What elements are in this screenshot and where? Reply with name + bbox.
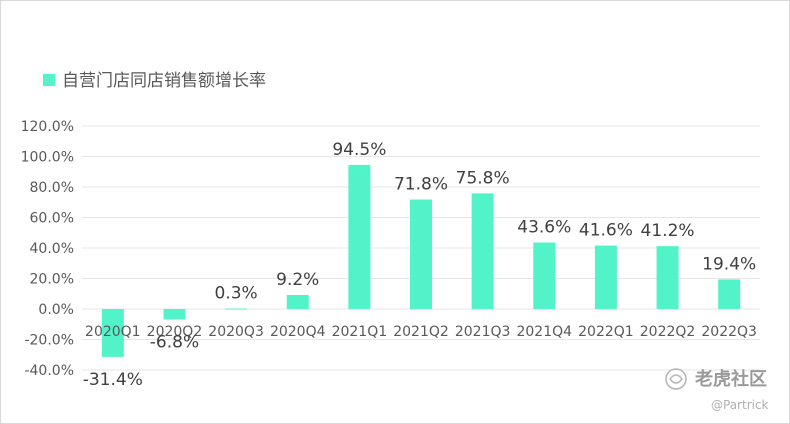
data-label: -6.8% — [150, 332, 199, 352]
x-tick-label: 2021Q1 — [332, 324, 388, 340]
y-tick-label: 0.0% — [38, 302, 74, 318]
tiger-logo-icon — [665, 368, 687, 390]
y-tick-label: -40.0% — [24, 363, 74, 379]
data-label: 0.3% — [214, 284, 257, 304]
data-label: -31.4% — [83, 370, 143, 390]
x-tick-label: 2022Q3 — [701, 324, 757, 340]
watermark-author: @Partrick — [711, 398, 769, 412]
bar — [471, 193, 494, 309]
bar — [286, 294, 309, 309]
bar — [594, 245, 617, 309]
bar — [656, 246, 679, 309]
y-tick-label: 80.0% — [30, 180, 74, 196]
x-tick-label: 2020Q3 — [208, 324, 264, 340]
bar — [163, 309, 186, 320]
bar — [718, 279, 741, 309]
data-labels: -31.4% -6.8% 0.3% 9.2% 94.5% 71.8% 75.8% 43.6% 4… — [83, 140, 756, 390]
x-axis-labels: 2020Q1 2020Q2 2020Q3 2020Q4 2021Q1 2021Q2 2021… — [85, 324, 757, 340]
x-tick-label: 2020Q4 — [270, 324, 326, 340]
data-label: 71.8% — [394, 175, 448, 195]
x-tick-label: 2022Q2 — [640, 324, 696, 340]
x-tick-label: 2020Q1 — [85, 324, 141, 340]
data-label: 9.2% — [276, 270, 319, 290]
y-axis-labels: 120.0% 100.0% 80.0% 60.0% 40.0% 20.0% 0.0% -20.… — [21, 119, 74, 379]
bar — [225, 308, 248, 310]
bars — [101, 164, 741, 357]
y-tick-label: 100.0% — [21, 150, 74, 166]
x-tick-label: 2021Q2 — [393, 324, 449, 340]
legend: 自营门店同店销售额增长率 — [43, 71, 266, 91]
data-label: 94.5% — [332, 140, 386, 160]
data-label: 75.8% — [456, 168, 510, 188]
bar — [101, 309, 124, 357]
data-label: 41.2% — [641, 221, 695, 241]
legend-label: 自营门店同店销售额增长率 — [62, 71, 266, 91]
bar — [533, 242, 556, 309]
x-tick-label: 2020Q2 — [147, 324, 203, 340]
data-label: 19.4% — [702, 254, 756, 274]
x-tick-label: 2021Q3 — [455, 324, 511, 340]
watermark: 老虎社区 @Partrick — [665, 368, 769, 412]
y-tick-label: 60.0% — [30, 211, 74, 227]
bar — [348, 164, 371, 309]
y-tick-label: 120.0% — [21, 119, 74, 135]
bar — [410, 199, 432, 309]
data-label: 43.6% — [517, 218, 571, 238]
legend-swatch — [43, 74, 55, 86]
x-tick-label: 2022Q1 — [578, 324, 634, 340]
data-label: 41.6% — [579, 221, 633, 241]
y-tick-label: -20.0% — [24, 333, 74, 349]
y-tick-label: 20.0% — [30, 272, 74, 288]
x-tick-label: 2021Q4 — [516, 324, 572, 340]
watermark-brand: 老虎社区 — [695, 368, 767, 390]
y-tick-label: 40.0% — [30, 241, 74, 257]
